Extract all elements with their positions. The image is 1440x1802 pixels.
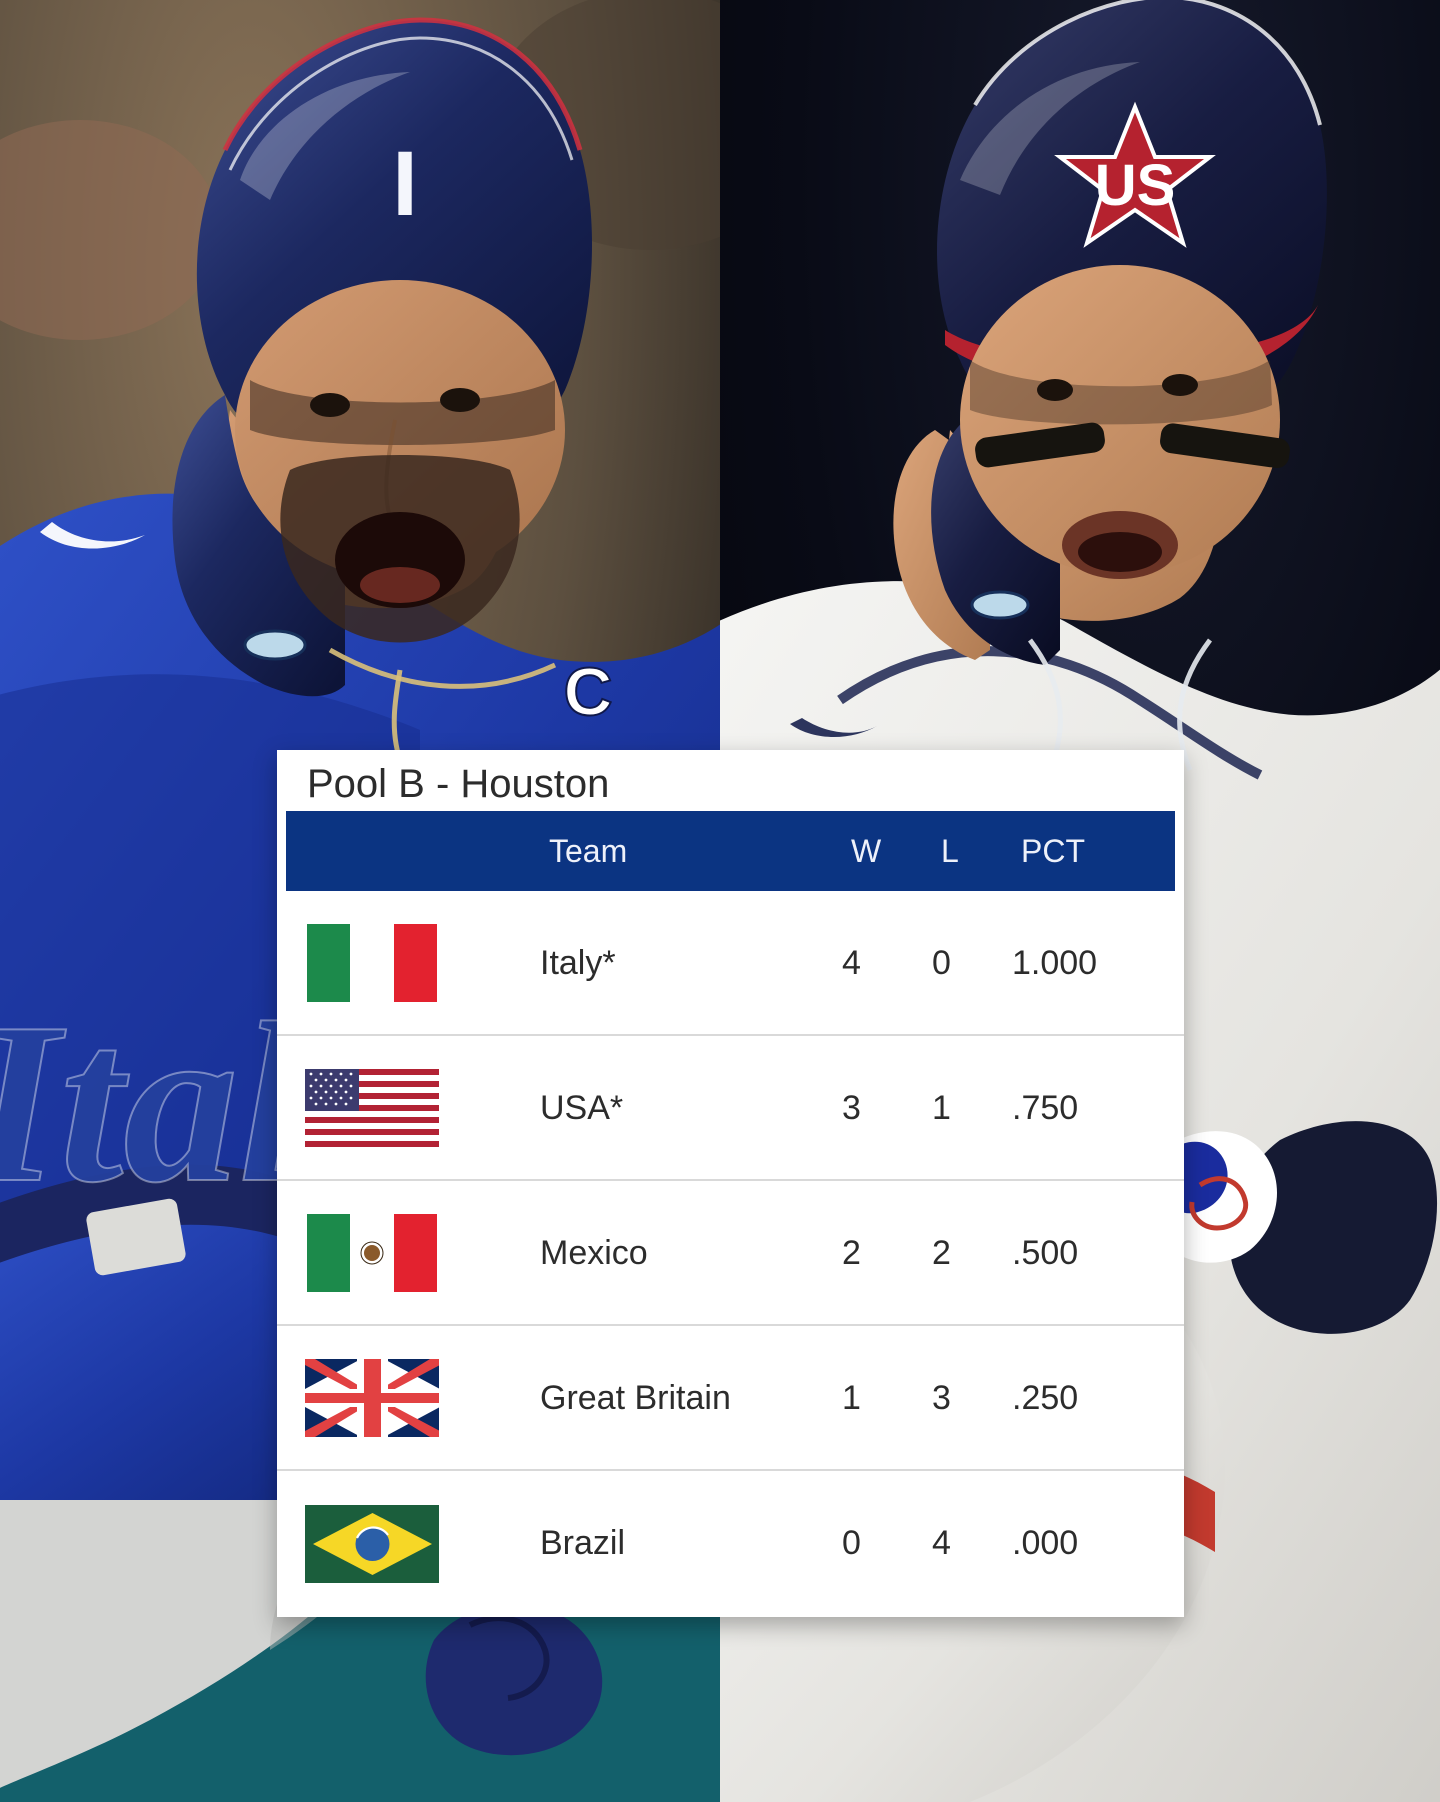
svg-text:US: US	[1095, 153, 1176, 218]
svg-text:I: I	[392, 133, 418, 235]
svg-text:C: C	[563, 654, 612, 730]
